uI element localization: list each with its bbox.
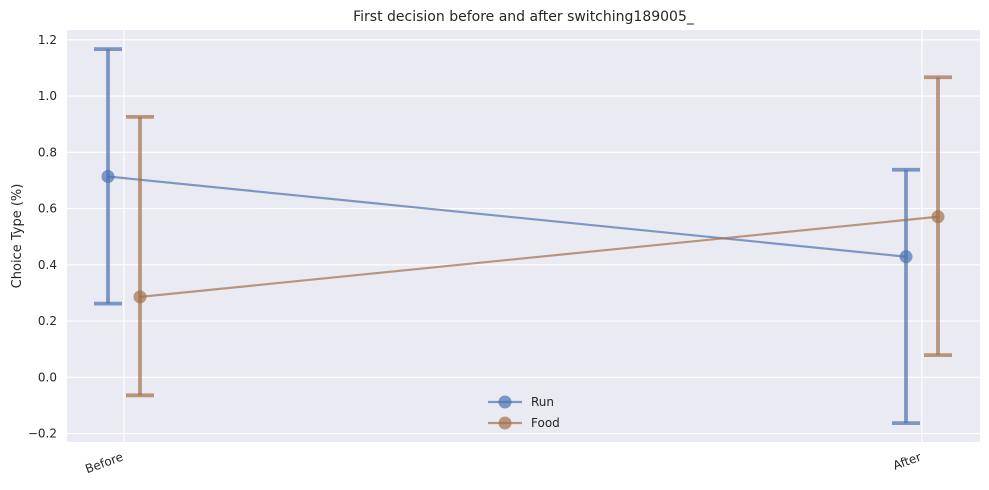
error-bar	[126, 114, 154, 398]
legend-label: Food	[531, 416, 560, 430]
y-tick-label: 1.2	[38, 33, 57, 47]
series-line	[107, 175, 907, 258]
legend-marker	[498, 416, 512, 430]
y-tick-label: 0.8	[38, 145, 57, 159]
series-food	[126, 75, 952, 398]
series-line	[139, 215, 939, 298]
data-point	[931, 210, 945, 224]
y-tick-label: 0.2	[38, 314, 57, 328]
data-point	[133, 290, 147, 304]
gridlines	[67, 30, 980, 442]
y-tick-label: 0.0	[38, 370, 57, 384]
y-tick-label: −0.2	[28, 427, 57, 441]
plot-area	[67, 30, 980, 442]
data-point	[101, 170, 115, 184]
series-layer	[94, 47, 952, 426]
error-bar	[892, 167, 920, 426]
y-tick-label: 1.0	[38, 89, 57, 103]
y-axis-ticks: −0.2 0.0 0.2 0.4 0.6 0.8 1.0 1.2	[28, 33, 57, 441]
chart-title: First decision before and after switchin…	[353, 9, 695, 25]
legend-item-food: Food	[488, 416, 560, 430]
legend-label: Run	[531, 395, 554, 409]
legend-marker	[498, 395, 512, 409]
series-run	[94, 47, 920, 426]
data-point	[899, 250, 913, 264]
legend: Run Food	[488, 395, 560, 430]
y-tick-label: 0.4	[38, 258, 57, 272]
y-axis-label: Choice Type (%)	[10, 184, 25, 289]
y-tick-label: 0.6	[38, 202, 57, 216]
legend-item-run: Run	[488, 395, 554, 409]
